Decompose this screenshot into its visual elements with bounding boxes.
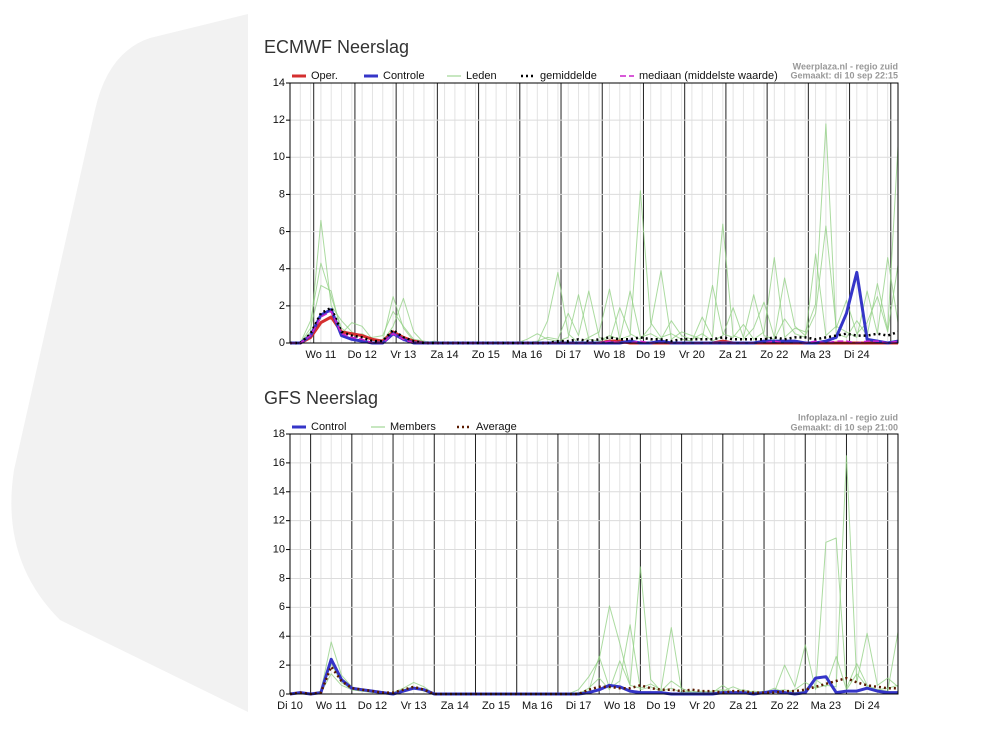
x-tick-label: Wo 11 bbox=[316, 700, 347, 712]
y-tick-label: 12 bbox=[273, 114, 285, 126]
series-line bbox=[289, 627, 899, 695]
plot-frame bbox=[289, 433, 899, 695]
x-tick-label: Di 17 bbox=[555, 349, 581, 361]
legend-label: Average bbox=[476, 421, 517, 433]
annotation: Gemaakt: di 10 sep 21:00 bbox=[790, 422, 898, 432]
y-tick-label: 10 bbox=[273, 151, 285, 163]
legend-label: mediaan (middelste waarde) bbox=[639, 70, 778, 82]
x-tick-label: Vr 20 bbox=[679, 349, 705, 361]
series-line bbox=[290, 306, 899, 345]
annotation: Gemaakt: di 10 sep 22:15 bbox=[790, 70, 898, 80]
x-tick-label: Wo 18 bbox=[604, 700, 636, 712]
background-shape bbox=[11, 14, 249, 712]
x-tick-label: Zo 22 bbox=[771, 700, 799, 712]
x-tick-label: Ma 23 bbox=[800, 349, 831, 361]
y-tick-label: 14 bbox=[273, 77, 285, 89]
y-tick-label: 8 bbox=[279, 572, 285, 584]
y-tick-label: 2 bbox=[279, 300, 285, 312]
annotation: Weerplaza.nl - regio zuid bbox=[793, 61, 898, 71]
y-tick-label: 10 bbox=[273, 543, 285, 555]
y-tick-label: 8 bbox=[279, 188, 285, 200]
y-tick-label: 4 bbox=[279, 263, 285, 275]
y-tick-label: 2 bbox=[279, 659, 285, 671]
x-tick-label: Zo 22 bbox=[760, 349, 788, 361]
legend-label: Controle bbox=[383, 70, 425, 82]
x-tick-label: Za 14 bbox=[431, 349, 459, 361]
y-tick-label: 0 bbox=[279, 337, 285, 349]
series-line bbox=[290, 190, 899, 344]
plot-frame bbox=[289, 82, 899, 344]
x-tick-label: Wo 18 bbox=[594, 349, 626, 361]
x-tick-label: Wo 11 bbox=[306, 349, 337, 361]
annotation: Infoplaza.nl - regio zuid bbox=[798, 412, 898, 422]
x-tick-label: Zo 15 bbox=[472, 349, 500, 361]
x-tick-label: Ma 23 bbox=[811, 700, 842, 712]
y-tick-label: 6 bbox=[279, 225, 285, 237]
legend-label: gemiddelde bbox=[540, 70, 597, 82]
y-tick-label: 16 bbox=[273, 457, 285, 469]
legend-label: Members bbox=[390, 421, 436, 433]
x-tick-label: Ma 16 bbox=[512, 349, 543, 361]
x-tick-label: Do 12 bbox=[358, 700, 387, 712]
legend-label: Leden bbox=[466, 70, 497, 82]
y-tick-label: 12 bbox=[273, 515, 285, 527]
x-tick-label: Vr 13 bbox=[390, 349, 416, 361]
y-tick-label: 14 bbox=[273, 486, 285, 498]
y-tick-label: 4 bbox=[279, 630, 285, 642]
series-line bbox=[289, 665, 898, 696]
series-line bbox=[290, 123, 899, 344]
legend-label: Oper. bbox=[311, 70, 338, 82]
x-tick-label: Di 10 bbox=[277, 700, 303, 712]
chart-title: GFS Neerslag bbox=[264, 388, 378, 408]
chart-title: ECMWF Neerslag bbox=[264, 37, 409, 57]
x-tick-label: Ma 16 bbox=[522, 700, 553, 712]
y-tick-label: 18 bbox=[273, 428, 285, 440]
x-tick-label: Di 24 bbox=[844, 349, 870, 361]
y-tick-label: 6 bbox=[279, 601, 285, 613]
x-tick-label: Do 19 bbox=[646, 700, 675, 712]
x-tick-label: Do 19 bbox=[636, 349, 665, 361]
x-tick-label: Di 24 bbox=[854, 700, 880, 712]
series-line bbox=[290, 253, 899, 344]
x-tick-label: Zo 15 bbox=[482, 700, 510, 712]
x-tick-label: Za 21 bbox=[729, 700, 757, 712]
y-tick-label: 0 bbox=[279, 688, 285, 700]
series-line bbox=[289, 537, 899, 695]
x-tick-label: Za 14 bbox=[441, 700, 469, 712]
series-line bbox=[290, 315, 898, 345]
x-tick-label: Za 21 bbox=[719, 349, 747, 361]
legend-label: Control bbox=[311, 421, 346, 433]
x-tick-label: Vr 13 bbox=[401, 700, 427, 712]
x-tick-label: Vr 20 bbox=[689, 700, 715, 712]
x-tick-label: Do 12 bbox=[347, 349, 376, 361]
x-tick-label: Di 17 bbox=[566, 700, 592, 712]
